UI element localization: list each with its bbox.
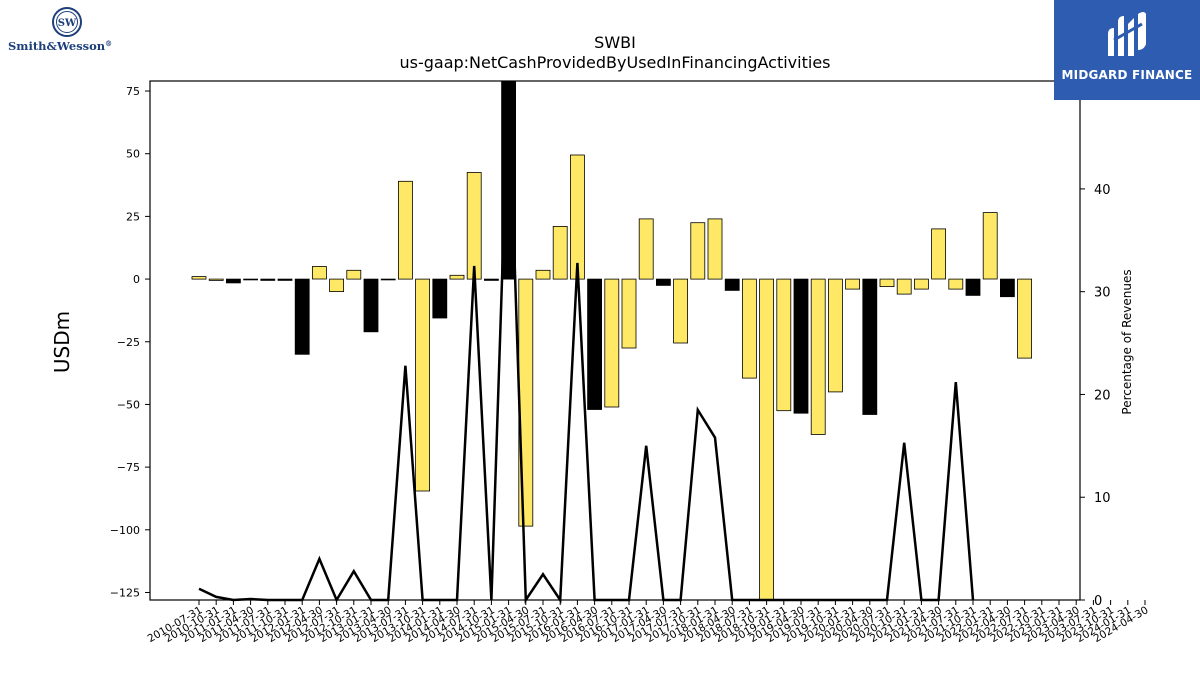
bar <box>638 218 654 280</box>
bar <box>948 278 964 290</box>
y-tick-label: 75 <box>126 85 140 98</box>
bar <box>604 278 620 408</box>
bar <box>707 218 723 280</box>
bar <box>277 278 293 281</box>
y-tick-label: 0 <box>133 273 140 286</box>
y2-tick-label: 40 <box>1094 183 1111 198</box>
midgard-m-icon <box>1108 12 1146 56</box>
bar <box>982 212 998 280</box>
y2-tick-label: 20 <box>1094 388 1111 403</box>
bar <box>759 278 774 601</box>
bar <box>260 278 276 281</box>
bar <box>570 154 585 280</box>
y2-tick-label: 10 <box>1094 491 1111 506</box>
bar <box>225 278 241 284</box>
bar <box>896 278 912 295</box>
bar <box>656 278 671 286</box>
bar <box>415 278 431 492</box>
bar <box>329 278 345 293</box>
y-tick-label: −125 <box>110 586 140 599</box>
bar <box>363 278 379 333</box>
bar <box>311 266 327 280</box>
bar <box>724 278 740 291</box>
bar <box>1017 278 1032 359</box>
bar <box>845 278 860 290</box>
bar <box>552 225 568 280</box>
midgard-finance-wordmark: MIDGARD FINANCE <box>1061 68 1193 82</box>
bar <box>931 228 946 280</box>
bar <box>742 278 757 379</box>
smith-wesson-wordmark: Smith&Wesson® <box>8 39 113 53</box>
midgard-finance-logo: MIDGARD FINANCE <box>1054 0 1200 100</box>
y2-tick-label: 0 <box>1094 594 1102 609</box>
y-tick-label: 50 <box>126 148 140 161</box>
y-tick-label: 25 <box>126 210 140 223</box>
bar <box>191 276 207 280</box>
bar <box>914 278 929 290</box>
bar <box>793 278 809 414</box>
chart-subtitle: us-gaap:NetCashProvidedByUsedInFinancing… <box>399 53 831 72</box>
bar <box>432 278 448 319</box>
bar <box>208 278 224 281</box>
y-axis-label-left: USDm <box>50 310 74 374</box>
smith-wesson-logo: SW Smith&Wesson® <box>6 6 128 56</box>
bar <box>673 278 688 344</box>
bar <box>466 172 482 280</box>
bar <box>483 278 499 281</box>
bar <box>965 278 981 296</box>
y-tick-label: −100 <box>110 524 140 537</box>
bar <box>587 278 602 410</box>
bar <box>346 269 362 280</box>
swbi-seal-icon: SW <box>52 7 82 37</box>
bar <box>1000 278 1015 298</box>
bar <box>397 180 413 280</box>
y-tick-label: −25 <box>117 336 140 349</box>
bar <box>294 278 310 355</box>
y-tick-label: −50 <box>117 398 140 411</box>
y2-tick-label: 30 <box>1094 286 1111 301</box>
bar <box>621 278 637 349</box>
bar <box>862 278 878 415</box>
bar <box>690 222 706 280</box>
series-line <box>198 80 975 604</box>
bar <box>243 278 259 281</box>
bar <box>776 278 792 412</box>
y-axis-label-right: Percentage of Revenues <box>1120 269 1134 415</box>
svg-text:SW: SW <box>58 18 77 29</box>
plot-frame <box>149 80 1081 601</box>
bar <box>810 278 826 435</box>
bar <box>380 278 396 281</box>
bar <box>449 274 465 280</box>
bar <box>828 278 843 393</box>
bar <box>879 278 895 288</box>
chart-title: SWBI <box>594 33 636 52</box>
bar <box>535 269 551 280</box>
y-tick-label: −75 <box>117 461 140 474</box>
